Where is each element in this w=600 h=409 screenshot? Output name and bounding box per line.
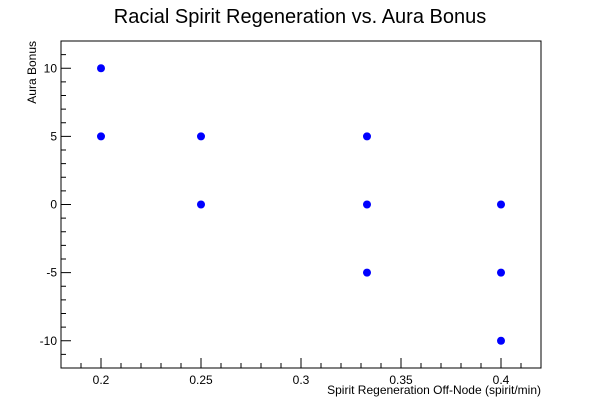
- x-tick-label: 0.35: [389, 373, 413, 387]
- chart-title: Racial Spirit Regeneration vs. Aura Bonu…: [114, 6, 486, 28]
- data-point: [363, 268, 371, 277]
- data-point: [97, 132, 105, 141]
- x-tick-label: 0.2: [93, 373, 110, 387]
- y-tick-label: -10: [40, 334, 58, 348]
- data-point: [97, 64, 105, 73]
- data-point: [497, 268, 505, 277]
- x-axis-label: Spirit Regeneration Off-Node (spirit/min…: [327, 383, 541, 397]
- y-tick-label: 0: [50, 198, 57, 212]
- y-axis-label: Aura Bonus: [25, 41, 39, 104]
- y-axis: 10 5 0 -5 -10: [40, 40, 71, 369]
- data-point: [197, 132, 205, 141]
- data-point: [363, 200, 371, 209]
- y-tick-label: -5: [46, 266, 57, 280]
- data-points: [97, 64, 505, 345]
- x-tick-label: 0.3: [293, 373, 310, 387]
- data-point: [497, 336, 505, 345]
- data-point: [497, 200, 505, 209]
- x-tick-label: 0.25: [189, 373, 213, 387]
- y-tick-label: 5: [50, 129, 57, 143]
- data-point: [197, 200, 205, 209]
- plot-frame: [60, 40, 542, 369]
- data-point: [363, 132, 371, 141]
- y-tick-label: 10: [44, 61, 58, 75]
- x-tick-label: 0.4: [493, 373, 510, 387]
- x-axis: 0.2 0.25 0.3 0.35 0.4: [60, 358, 542, 387]
